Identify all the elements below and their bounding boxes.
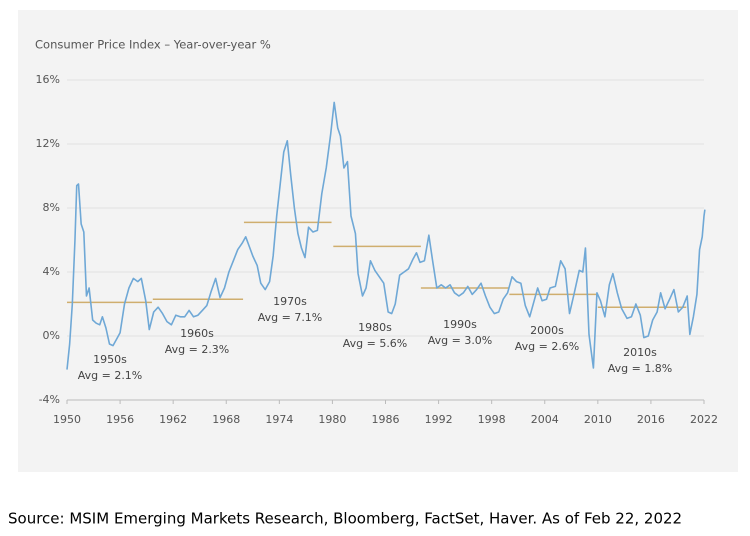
- x-tick-label: 1980: [318, 413, 346, 426]
- y-tick-label: 12%: [36, 137, 60, 150]
- x-tick-label: 1950: [53, 413, 81, 426]
- source-note: Source: MSIM Emerging Markets Research, …: [8, 510, 682, 528]
- decade-label: 1980s: [358, 321, 392, 334]
- y-tick-label: -4%: [39, 393, 60, 406]
- x-tick-label: 2004: [531, 413, 559, 426]
- x-tick-label: 1968: [212, 413, 240, 426]
- x-tick-label: 1962: [159, 413, 187, 426]
- x-tick-label: 2010: [584, 413, 612, 426]
- y-tick-label: 16%: [36, 73, 60, 86]
- decade-label: 2000s: [530, 324, 564, 337]
- x-tick-label: 1974: [265, 413, 293, 426]
- x-tick-label: 1992: [425, 413, 453, 426]
- decade-label: 1990s: [443, 318, 477, 331]
- decade-average-label: Avg = 2.1%: [78, 369, 143, 382]
- x-tick-label: 1986: [372, 413, 400, 426]
- decade-label: 1950s: [93, 353, 127, 366]
- x-tick-label: 2016: [637, 413, 665, 426]
- chart-panel: [18, 10, 738, 472]
- x-tick-label: 2022: [690, 413, 718, 426]
- decade-average-label: Avg = 5.6%: [343, 337, 408, 350]
- decade-average-label: Avg = 2.6%: [515, 340, 580, 353]
- y-tick-label: 4%: [43, 265, 60, 278]
- decade-average-label: Avg = 1.8%: [608, 362, 673, 375]
- decade-average-label: Avg = 2.3%: [165, 343, 230, 356]
- y-tick-label: 8%: [43, 201, 60, 214]
- y-tick-label: 0%: [43, 329, 60, 342]
- x-tick-label: 1956: [106, 413, 134, 426]
- x-tick-label: 1998: [478, 413, 506, 426]
- decade-average-label: Avg = 3.0%: [428, 334, 493, 347]
- decade-label: 1960s: [180, 327, 214, 340]
- decade-label: 1970s: [273, 295, 307, 308]
- cpi-line: [66, 101, 706, 370]
- decade-average-label: Avg = 7.1%: [258, 311, 323, 324]
- decade-label: 2010s: [623, 346, 657, 359]
- chart-title: Consumer Price Index – Year-over-year %: [35, 38, 271, 52]
